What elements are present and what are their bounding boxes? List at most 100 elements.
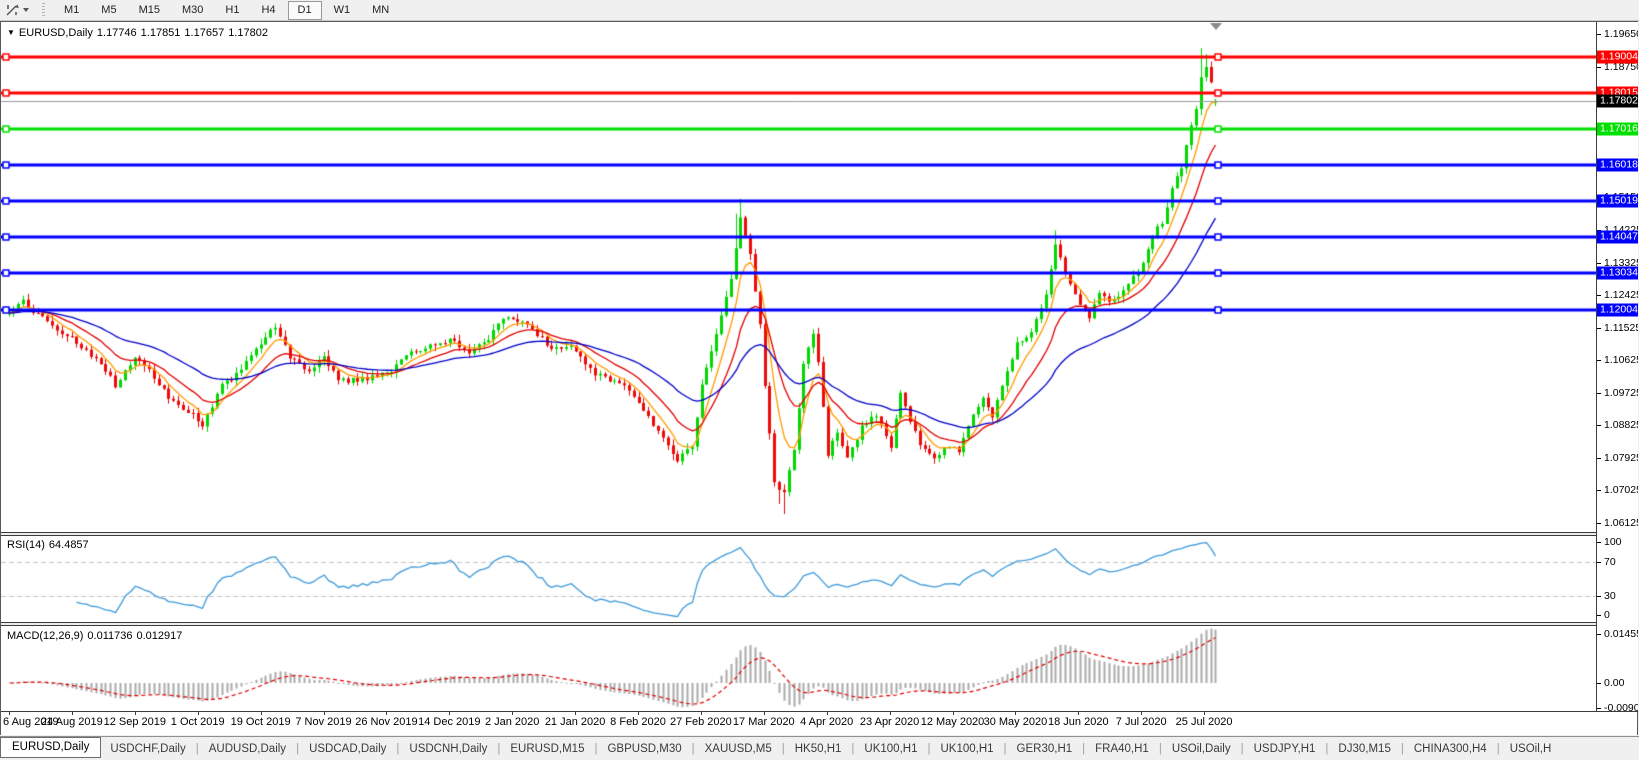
date-tick-mark (261, 711, 262, 715)
chart-tab-eurusd-daily[interactable]: EURUSD,Daily (0, 737, 102, 758)
timeframe-button-w1[interactable]: W1 (333, 3, 351, 16)
chart-tab-usoil-h[interactable]: USOil,H (1509, 743, 1552, 755)
axis-tick-mark (1597, 425, 1601, 426)
pane-splitter-rsi[interactable] (1, 532, 1638, 536)
rsi-indicator-label: RSI(14) 64.4857 (7, 539, 93, 551)
axis-tick-mark (1597, 295, 1601, 296)
price-axis-tick: 1.07925 (1604, 451, 1638, 464)
ohlc-open: 1.17746 (96, 27, 137, 39)
macd-axis-tick: 0.014556 (1604, 627, 1638, 640)
axis-tick-mark (1597, 523, 1601, 524)
timeframe-button-m5[interactable]: M5 (101, 3, 117, 16)
chart-tab-usoil-daily[interactable]: USOil,Daily (1171, 743, 1231, 755)
ohlc-close: 1.17802 (228, 27, 268, 39)
axis-tick-mark (1597, 393, 1601, 394)
chart-tab-china300-h4[interactable]: CHINA300,H4 (1413, 743, 1487, 755)
date-axis-label: 14 Dec 2019 (418, 716, 481, 728)
price-line-label: 1.12004 (1597, 303, 1638, 317)
date-tick-mark (1015, 711, 1016, 715)
chart-tab-uk100-h1[interactable]: UK100,H1 (864, 743, 918, 755)
chart-tab-dj30-m15[interactable]: DJ30,M15 (1338, 743, 1391, 755)
date-tick-mark (1204, 711, 1205, 715)
macd-axis-tick: -0.009001 (1604, 702, 1638, 711)
timeframe-button-mn[interactable]: MN (372, 3, 390, 16)
axis-tick-mark (1597, 67, 1601, 68)
chart-tab-xauusd-m5[interactable]: XAUUSD,M5 (704, 743, 772, 755)
axis-tick-mark (1597, 634, 1601, 635)
ohlc-high: 1.17851 (140, 27, 181, 39)
timeframe-button-m1[interactable]: M1 (64, 3, 80, 16)
chart-symbol: EURUSD,Daily (18, 27, 93, 39)
date-axis-label: 8 Feb 2020 (610, 716, 666, 728)
tab-separator: | (927, 743, 931, 755)
date-tick-mark (575, 711, 576, 715)
price-line-label: 1.14047 (1597, 230, 1638, 244)
price-line-label: 1.16018 (1597, 158, 1638, 172)
timeframe-button-m30[interactable]: M30 (181, 3, 204, 16)
date-axis-label: 24 Aug 2019 (40, 716, 103, 728)
chart-title: ▼ EURUSD,Daily 1.17746 1.17851 1.17657 1.1780… (7, 27, 272, 39)
date-tick-mark (135, 711, 136, 715)
axis-tick-mark (1597, 708, 1601, 709)
chart-tab-ger30-h1[interactable]: GER30,H1 (1016, 743, 1073, 755)
date-axis-label: 12 Sep 2019 (103, 716, 166, 728)
price-axis[interactable]: 1.196501.187501.178501.169501.160501.151… (1597, 22, 1638, 711)
macd-main-value: 0.011736 (87, 630, 133, 642)
ohlc-low: 1.17657 (184, 27, 225, 39)
price-axis-tick: 1.09725 (1604, 386, 1638, 399)
date-tick-mark (827, 711, 828, 715)
date-axis-label: 2 Jan 2020 (484, 716, 540, 728)
chart-tab-usdchf-daily[interactable]: USDCHF,Daily (110, 743, 186, 755)
date-tick-mark (701, 711, 702, 715)
chart-window: ▼ EURUSD,Daily 1.17746 1.17851 1.17657 1.1780… (0, 21, 1638, 735)
axis-tick-mark (1597, 683, 1601, 684)
chart-tab-gbpusd-m30[interactable]: GBPUSD,M30 (607, 743, 682, 755)
chart-tab-eurusd-m15[interactable]: EURUSD,M15 (510, 743, 585, 755)
timeframe-button-h4[interactable]: H4 (261, 3, 276, 16)
chart-tab-hk50-h1[interactable]: HK50,H1 (794, 743, 842, 755)
price-axis-tick: 1.07025 (1604, 484, 1638, 497)
date-tick-mark (9, 711, 10, 715)
chart-tab-usdjpy-h1[interactable]: USDJPY,H1 (1253, 743, 1316, 755)
pane-splitter-macd[interactable] (1, 622, 1638, 626)
date-axis-label: 21 Jan 2020 (544, 716, 606, 728)
chart-tab-usdcnh-daily[interactable]: USDCNH,Daily (409, 743, 488, 755)
date-axis-label: 19 Oct 2019 (230, 716, 291, 728)
macd-pane-canvas[interactable] (1, 626, 1596, 711)
rsi-pane-canvas[interactable] (1, 536, 1596, 622)
rsi-axis-tick: 30 (1604, 590, 1616, 603)
tab-separator: | (851, 743, 855, 755)
macd-indicator-label: MACD(12,26,9) 0.011736 0.012917 (7, 630, 186, 642)
date-axis-label: 18 Jun 2020 (1048, 716, 1109, 728)
price-axis-tick: 1.08825 (1604, 419, 1638, 432)
date-axis-label: 6 Aug 2019 (3, 716, 59, 728)
main-chart-canvas[interactable] (1, 22, 1596, 532)
tab-separator: | (1325, 743, 1329, 755)
chart-tab-fra40-h1[interactable]: FRA40,H1 (1095, 743, 1149, 755)
price-axis-tick: 1.06125 (1604, 516, 1638, 529)
tab-separator: | (1240, 743, 1244, 755)
date-tick-mark (764, 711, 765, 715)
rsi-value: 64.4857 (48, 539, 89, 551)
date-axis-label: 7 Jul 2020 (1115, 716, 1167, 728)
timeframe-button-m15[interactable]: M15 (138, 3, 160, 16)
price-line-label: 1.17016 (1597, 122, 1638, 136)
axis-tick-mark (1597, 263, 1601, 264)
date-axis-label: 1 Oct 2019 (170, 716, 225, 728)
macd-axis-tick: 0.00 (1604, 677, 1625, 689)
tab-separator: | (691, 743, 695, 755)
date-tick-mark (638, 711, 639, 715)
drawing-tool-icon (5, 3, 20, 17)
timeframe-button-h1[interactable]: H1 (225, 3, 240, 16)
tab-separator: | (195, 743, 199, 755)
chart-tab-usdcad-daily[interactable]: USDCAD,Daily (309, 743, 387, 755)
chart-tab-uk100-h1[interactable]: UK100,H1 (940, 743, 994, 755)
toolbar-grip (42, 3, 45, 17)
price-axis-tick: 1.12425 (1604, 289, 1638, 302)
chart-tabs: EURUSD,Daily USDCHF,Daily | AUDUSD,Daily | US… (0, 737, 1560, 758)
collapse-triangle-icon[interactable]: ▼ (7, 28, 15, 37)
drawing-tool-button[interactable] (2, 1, 32, 19)
timeframe-button-d1[interactable]: D1 (287, 0, 322, 20)
timeframe-buttons: M1 M5 M15 M30 H1 H4 D1 W1 MN (53, 0, 400, 20)
chart-tab-audusd-daily[interactable]: AUDUSD,Daily (208, 743, 287, 755)
